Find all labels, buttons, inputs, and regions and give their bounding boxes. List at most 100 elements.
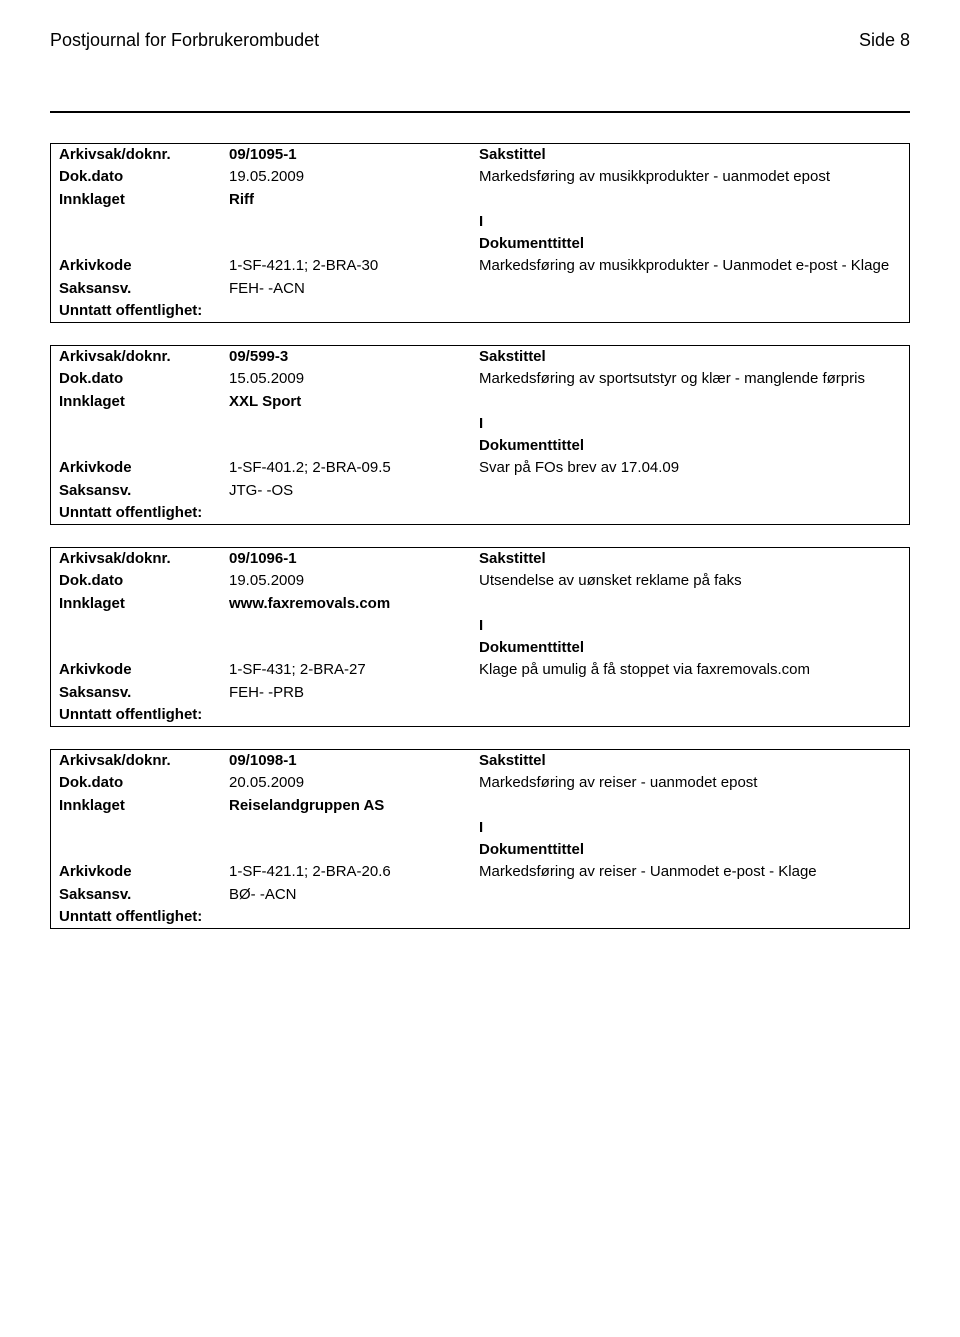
value-arkivkode: 1-SF-421.1; 2-BRA-20.6: [221, 861, 471, 883]
record-row: Arkivkode1-SF-431; 2-BRA-27Klage på umul…: [51, 659, 909, 681]
empty-cell: [221, 817, 471, 839]
record-row: Dokumenttittel: [51, 435, 909, 457]
empty-cell: [471, 906, 909, 928]
empty-cell: [51, 637, 221, 659]
value-saksansv: FEH- -ACN: [221, 278, 471, 300]
empty-cell: [221, 413, 471, 435]
value-innklaget: Riff: [221, 189, 471, 211]
label-arkivsak: Arkivsak/doknr.: [51, 750, 221, 772]
record-row: Dokumenttittel: [51, 233, 909, 255]
header-divider: [50, 111, 910, 113]
value-dokdato: 20.05.2009: [221, 772, 471, 794]
empty-cell: [51, 435, 221, 457]
record-row: I: [51, 817, 909, 839]
record-row: Unntatt offentlighet:: [51, 300, 909, 322]
value-saksansv: BØ- -ACN: [221, 884, 471, 906]
label-sakstittel: Sakstittel: [471, 144, 909, 166]
records-container: Arkivsak/doknr.09/1095-1SakstittelDok.da…: [50, 143, 910, 929]
label-dokumenttittel: Dokumenttittel: [471, 233, 909, 255]
value-arkivkode: 1-SF-401.2; 2-BRA-09.5: [221, 457, 471, 479]
empty-cell: [221, 435, 471, 457]
record-row: Arkivsak/doknr.09/599-3Sakstittel: [51, 346, 909, 368]
record-row: Dok.dato15.05.2009Markedsføring av sport…: [51, 368, 909, 390]
page-number: Side 8: [859, 30, 910, 51]
record-row: Unntatt offentlighet:: [51, 906, 909, 928]
record-row: Unntatt offentlighet:: [51, 502, 909, 524]
value-saksansv: FEH- -PRB: [221, 682, 471, 704]
label-dokdato: Dok.dato: [51, 166, 221, 188]
record-row: Arkivsak/doknr.09/1096-1Sakstittel: [51, 548, 909, 570]
label-dokdato: Dok.dato: [51, 570, 221, 592]
value-io: I: [471, 211, 909, 233]
value-dokdato: 15.05.2009: [221, 368, 471, 390]
empty-cell: [51, 233, 221, 255]
record-row: Unntatt offentlighet:: [51, 704, 909, 726]
label-dokumenttittel: Dokumenttittel: [471, 839, 909, 861]
value-io: I: [471, 413, 909, 435]
value-arkivsak: 09/1095-1: [221, 144, 471, 166]
label-unntatt: Unntatt offentlighet:: [51, 502, 471, 524]
label-sakstittel: Sakstittel: [471, 548, 909, 570]
page-header: Postjournal for Forbrukerombudet Side 8: [50, 30, 910, 51]
record-row: I: [51, 211, 909, 233]
record-row: Arkivkode1-SF-401.2; 2-BRA-09.5Svar på F…: [51, 457, 909, 479]
label-dokumenttittel: Dokumenttittel: [471, 637, 909, 659]
value-dokdato: 19.05.2009: [221, 570, 471, 592]
page-title: Postjournal for Forbrukerombudet: [50, 30, 319, 51]
label-saksansv: Saksansv.: [51, 682, 221, 704]
record-table: Arkivsak/doknr.09/599-3SakstittelDok.dat…: [51, 346, 909, 524]
empty-cell: [471, 300, 909, 322]
label-sakstittel: Sakstittel: [471, 346, 909, 368]
empty-cell: [51, 839, 221, 861]
label-sakstittel: Sakstittel: [471, 750, 909, 772]
record-row: Dokumenttittel: [51, 839, 909, 861]
value-arkivkode: 1-SF-431; 2-BRA-27: [221, 659, 471, 681]
journal-record: Arkivsak/doknr.09/1096-1SakstittelDok.da…: [50, 547, 910, 727]
value-doktittel: Svar på FOs brev av 17.04.09: [471, 457, 909, 502]
record-table: Arkivsak/doknr.09/1098-1SakstittelDok.da…: [51, 750, 909, 928]
empty-cell: [221, 211, 471, 233]
value-sakstittel: Markedsføring av reiser - uanmodet epost: [471, 772, 909, 817]
label-innklaget: Innklaget: [51, 593, 221, 615]
record-row: Dok.dato19.05.2009Markedsføring av musik…: [51, 166, 909, 188]
journal-record: Arkivsak/doknr.09/1095-1SakstittelDok.da…: [50, 143, 910, 323]
record-table: Arkivsak/doknr.09/1096-1SakstittelDok.da…: [51, 548, 909, 726]
value-innklaget: Reiselandgruppen AS: [221, 795, 471, 817]
empty-cell: [471, 704, 909, 726]
label-saksansv: Saksansv.: [51, 480, 221, 502]
empty-cell: [51, 615, 221, 637]
label-arkivkode: Arkivkode: [51, 659, 221, 681]
label-arkivsak: Arkivsak/doknr.: [51, 144, 221, 166]
record-row: I: [51, 413, 909, 435]
label-innklaget: Innklaget: [51, 189, 221, 211]
value-doktittel: Markedsføring av reiser - Uanmodet e-pos…: [471, 861, 909, 906]
journal-record: Arkivsak/doknr.09/1098-1SakstittelDok.da…: [50, 749, 910, 929]
value-sakstittel: Markedsføring av sportsutstyr og klær - …: [471, 368, 909, 413]
empty-cell: [221, 637, 471, 659]
label-unntatt: Unntatt offentlighet:: [51, 300, 471, 322]
value-arkivsak: 09/599-3: [221, 346, 471, 368]
value-dokdato: 19.05.2009: [221, 166, 471, 188]
label-arkivkode: Arkivkode: [51, 255, 221, 277]
record-row: Arkivsak/doknr.09/1098-1Sakstittel: [51, 750, 909, 772]
label-dokdato: Dok.dato: [51, 772, 221, 794]
label-saksansv: Saksansv.: [51, 884, 221, 906]
record-row: Dok.dato20.05.2009Markedsføring av reise…: [51, 772, 909, 794]
record-row: I: [51, 615, 909, 637]
value-innklaget: www.faxremovals.com: [221, 593, 471, 615]
record-row: Dok.dato19.05.2009Utsendelse av uønsket …: [51, 570, 909, 592]
record-row: Dokumenttittel: [51, 637, 909, 659]
empty-cell: [221, 615, 471, 637]
label-innklaget: Innklaget: [51, 795, 221, 817]
label-dokdato: Dok.dato: [51, 368, 221, 390]
value-sakstittel: Utsendelse av uønsket reklame på faks: [471, 570, 909, 615]
record-row: Arkivsak/doknr.09/1095-1Sakstittel: [51, 144, 909, 166]
value-doktittel: Klage på umulig å få stoppet via faxremo…: [471, 659, 909, 704]
value-saksansv: JTG- -OS: [221, 480, 471, 502]
empty-cell: [221, 233, 471, 255]
value-io: I: [471, 615, 909, 637]
value-io: I: [471, 817, 909, 839]
value-doktittel: Markedsføring av musikkprodukter - Uanmo…: [471, 255, 909, 300]
value-arkivkode: 1-SF-421.1; 2-BRA-30: [221, 255, 471, 277]
label-saksansv: Saksansv.: [51, 278, 221, 300]
